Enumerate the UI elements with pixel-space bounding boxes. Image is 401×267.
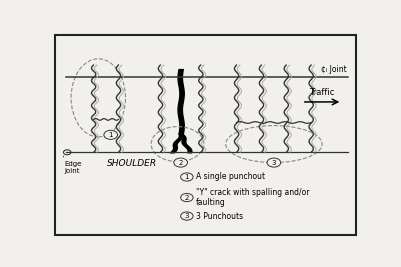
Circle shape bbox=[267, 158, 281, 167]
Text: 1: 1 bbox=[109, 132, 113, 138]
Text: 2: 2 bbox=[178, 160, 183, 166]
Text: SHOULDER: SHOULDER bbox=[107, 159, 158, 168]
Circle shape bbox=[104, 130, 117, 139]
Text: ¢ₗ Joint: ¢ₗ Joint bbox=[321, 65, 347, 74]
Text: 3: 3 bbox=[271, 160, 276, 166]
Circle shape bbox=[181, 212, 193, 220]
Circle shape bbox=[63, 150, 71, 155]
Text: 1: 1 bbox=[184, 174, 189, 180]
Text: Traffic: Traffic bbox=[309, 88, 335, 97]
Text: 2: 2 bbox=[185, 195, 189, 201]
Text: A single punchout: A single punchout bbox=[196, 172, 265, 182]
Circle shape bbox=[181, 193, 193, 202]
Text: 3 Punchouts: 3 Punchouts bbox=[196, 211, 243, 221]
Text: 3: 3 bbox=[184, 213, 189, 219]
Circle shape bbox=[181, 173, 193, 181]
Text: Edge
Joint: Edge Joint bbox=[64, 160, 81, 174]
Circle shape bbox=[174, 158, 188, 167]
Text: "Y" crack with spalling and/or
faulting: "Y" crack with spalling and/or faulting bbox=[196, 188, 310, 207]
